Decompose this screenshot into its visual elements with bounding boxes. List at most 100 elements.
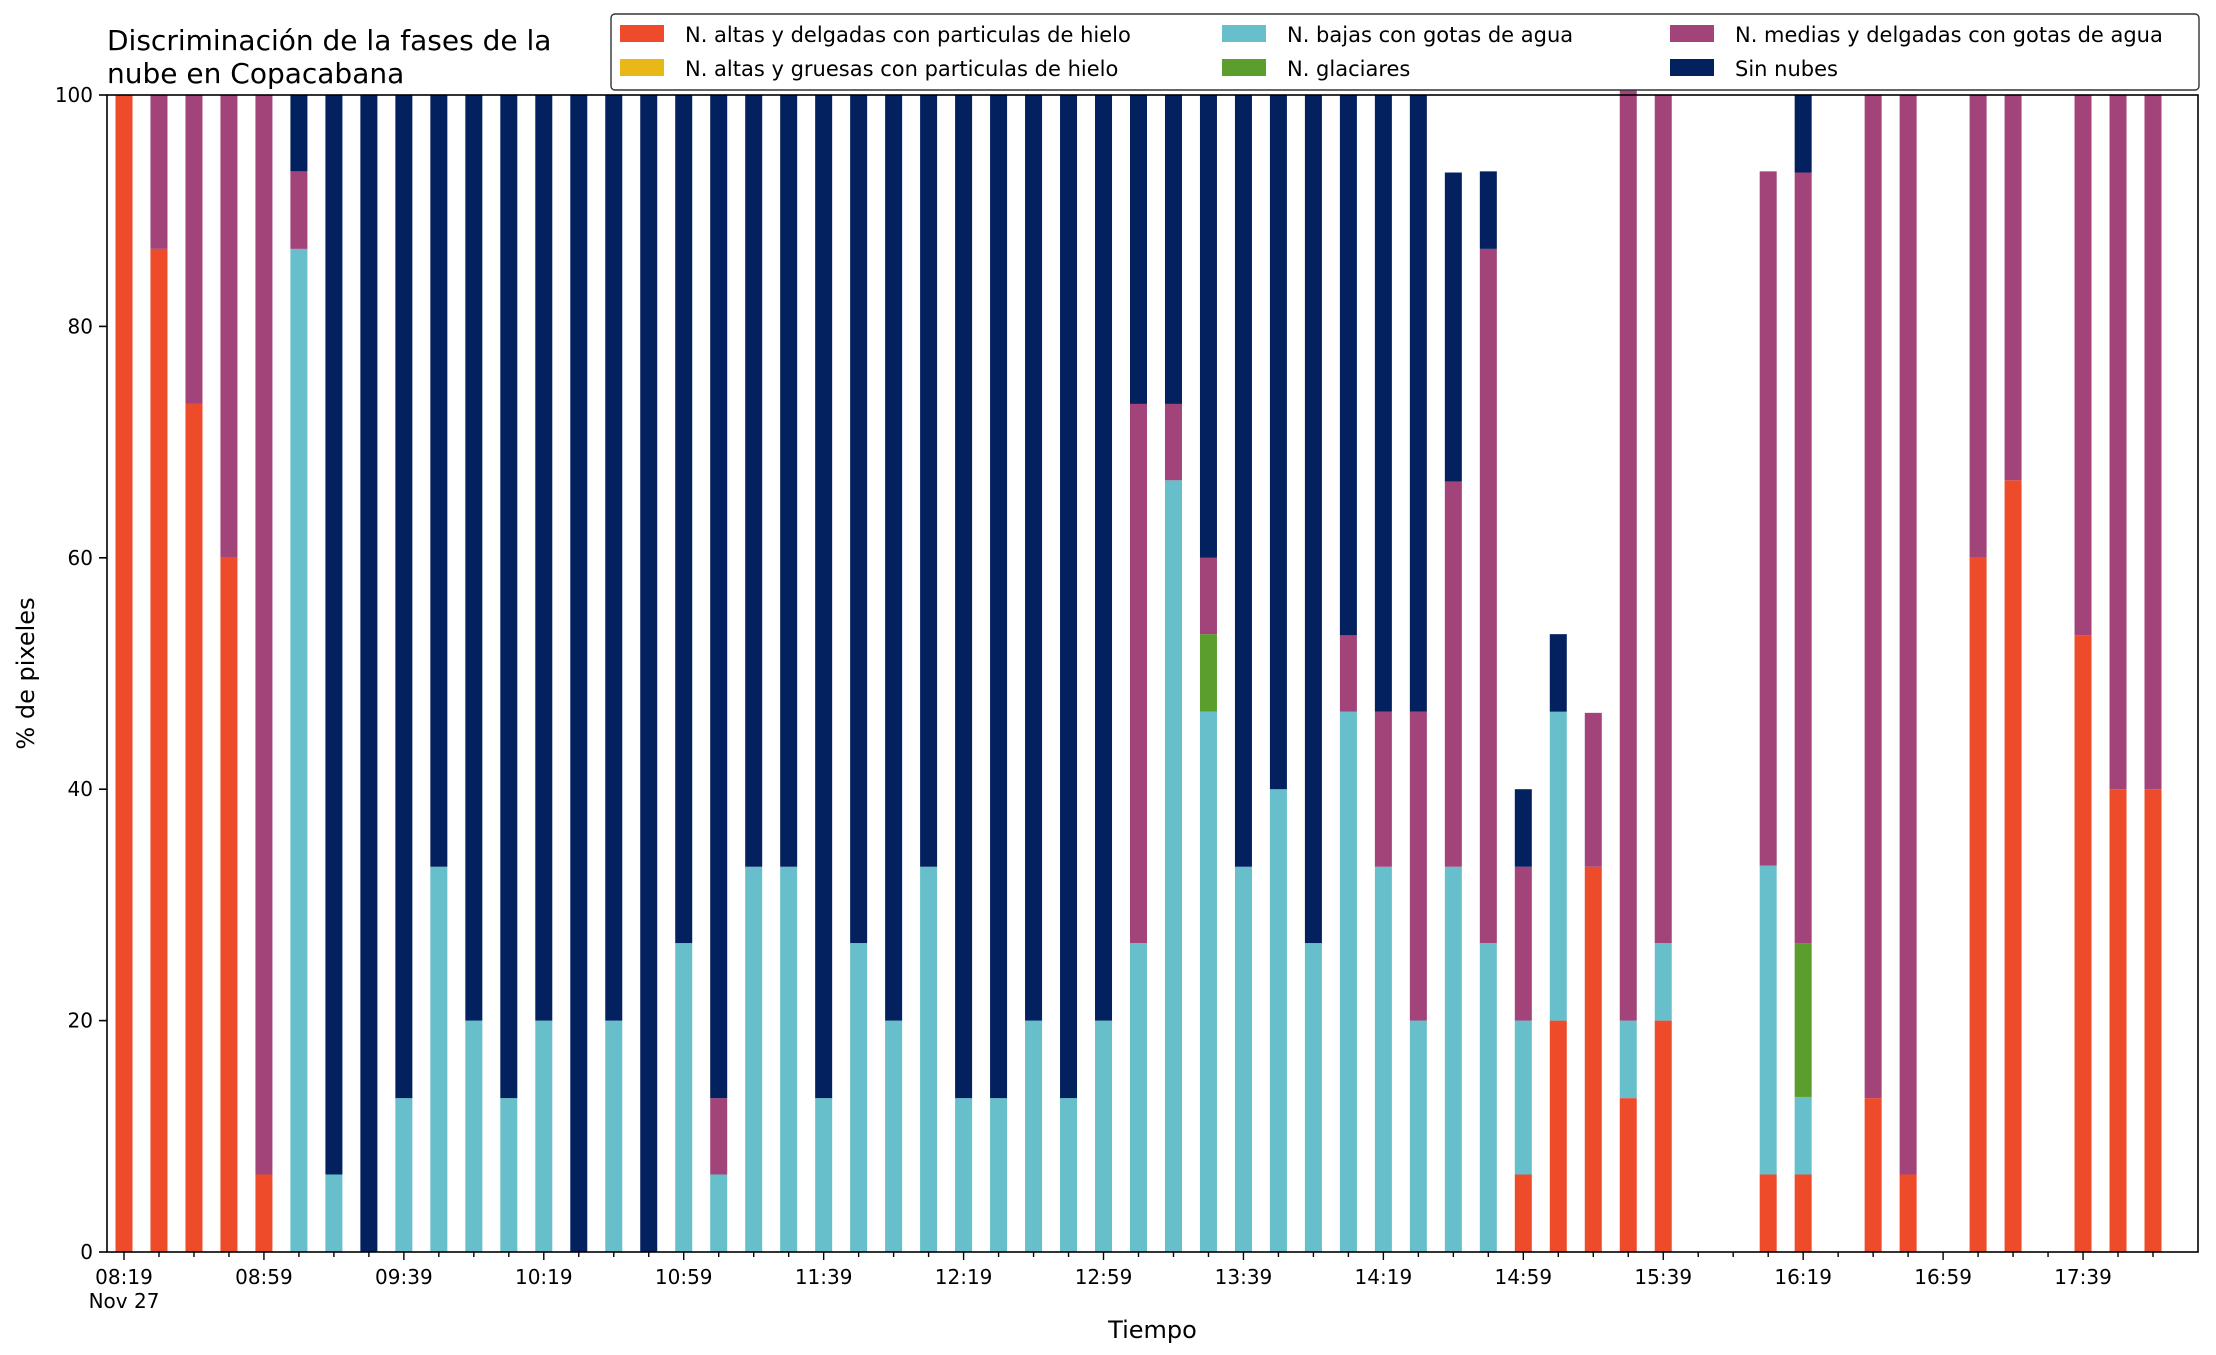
bar-segment bbox=[850, 95, 868, 944]
x-axis-label: Tiempo bbox=[1107, 1316, 1197, 1344]
bar-segment bbox=[710, 1174, 728, 1252]
x-tick-label: 14:59 bbox=[1494, 1265, 1552, 1289]
legend-label: N. altas y delgadas con particulas de hi… bbox=[685, 23, 1131, 47]
bar-segment bbox=[2004, 95, 2022, 481]
bar-segment bbox=[1095, 1020, 1113, 1252]
x-tick-label: 13:39 bbox=[1215, 1265, 1273, 1289]
bar-segment bbox=[1304, 95, 1322, 944]
bar-segment bbox=[325, 1174, 343, 1252]
bar-segment bbox=[1794, 1096, 1812, 1175]
bar-segment bbox=[1514, 789, 1532, 867]
bar-segment bbox=[1584, 712, 1602, 867]
bar-segment bbox=[1759, 171, 1777, 866]
bar-segment bbox=[1199, 557, 1217, 635]
bar-segment bbox=[1374, 711, 1392, 867]
bar-segment bbox=[500, 1098, 518, 1252]
bar-segment bbox=[1864, 1098, 1882, 1252]
bar-segment bbox=[1164, 403, 1182, 481]
bar-segment bbox=[325, 95, 343, 1175]
bar-segment bbox=[1864, 95, 1882, 1099]
bar-segment bbox=[430, 866, 448, 1252]
bar-segment bbox=[1374, 95, 1392, 712]
y-axis-label: % de pixeles bbox=[12, 597, 40, 749]
bar-segment bbox=[955, 95, 973, 1099]
bar-segment bbox=[1549, 711, 1567, 1021]
bar-segment bbox=[395, 1098, 413, 1252]
bar-segment bbox=[1130, 943, 1147, 1252]
x-tick-label: 10:59 bbox=[655, 1265, 713, 1289]
x-tick-label: 09:39 bbox=[375, 1265, 433, 1289]
x-tick-label: 14:19 bbox=[1355, 1265, 1413, 1289]
bar-segment bbox=[185, 403, 203, 1252]
bar-segment bbox=[780, 95, 798, 867]
x-tick-label: 16:19 bbox=[1774, 1265, 1832, 1289]
bar-segment bbox=[1794, 172, 1812, 944]
bar-segment bbox=[2144, 789, 2162, 1252]
bar-segment bbox=[430, 95, 448, 867]
bar-segment bbox=[1339, 711, 1357, 1252]
bar-segment bbox=[1234, 866, 1252, 1252]
bar-segment bbox=[1794, 95, 1812, 173]
bar-segment bbox=[745, 866, 763, 1252]
bar-segment bbox=[2109, 789, 2127, 1252]
bar-segment bbox=[1549, 1020, 1567, 1252]
bar-segment bbox=[885, 95, 903, 1021]
bar-segment bbox=[150, 95, 168, 249]
bar-segment bbox=[1164, 95, 1182, 404]
legend-label: N. glaciares bbox=[1287, 57, 1410, 81]
x-axis: 08:19 Nov 27 08:59 09:39 10:19 10:59 11:39 12:1… bbox=[89, 1252, 2154, 1313]
bar-segment bbox=[1479, 248, 1497, 944]
bar-segment bbox=[920, 866, 938, 1252]
x-tick-label: 12:59 bbox=[1075, 1265, 1133, 1289]
bar-segment bbox=[1759, 1174, 1777, 1252]
bar-segment bbox=[535, 1020, 553, 1252]
bar-segment bbox=[570, 95, 588, 1252]
bar-segment bbox=[1794, 943, 1812, 1097]
bar-segment bbox=[500, 95, 518, 1099]
bar-segment bbox=[955, 1098, 973, 1252]
bar-segment bbox=[850, 943, 868, 1252]
bar-segment bbox=[1479, 943, 1497, 1252]
bar-segment bbox=[465, 95, 483, 1021]
x-tick-label: 15:39 bbox=[1634, 1265, 1692, 1289]
x-tick-label: 10:19 bbox=[515, 1265, 573, 1289]
bar-segment bbox=[2144, 95, 2162, 790]
bar-segment bbox=[2074, 635, 2092, 1252]
bar-segment bbox=[1514, 866, 1532, 1021]
bar-segment bbox=[1130, 95, 1147, 404]
x-tick-label: 11:39 bbox=[795, 1265, 853, 1289]
legend-label: N. altas y gruesas con particulas de hie… bbox=[685, 57, 1118, 81]
bars-group bbox=[115, 17, 2162, 1252]
bar-segment bbox=[1130, 403, 1147, 944]
bar-segment bbox=[1654, 943, 1672, 1021]
chart-title: Discriminación de la fases de la nube en … bbox=[107, 24, 551, 90]
bar-segment bbox=[1234, 95, 1252, 867]
bar-segment bbox=[185, 95, 203, 404]
x-tick-label: 12:19 bbox=[935, 1265, 993, 1289]
y-tick-label: 60 bbox=[68, 546, 93, 570]
bar-segment bbox=[1794, 1174, 1812, 1252]
x-tick-label: 08:19 Nov 27 bbox=[89, 1265, 160, 1313]
x-tick-label: 08:59 bbox=[235, 1265, 293, 1289]
bar-segment bbox=[1899, 1174, 1917, 1252]
bar-segment bbox=[1584, 866, 1602, 1252]
bar-segment bbox=[920, 95, 938, 867]
bar-segment bbox=[465, 1020, 483, 1252]
plot-frame bbox=[106, 94, 2199, 1253]
y-tick-label: 80 bbox=[68, 314, 93, 338]
bar-segment bbox=[290, 248, 308, 1252]
bar-segment bbox=[710, 95, 728, 1099]
bar-segment bbox=[1304, 943, 1322, 1252]
bar-segment bbox=[1619, 1020, 1637, 1099]
bar-segment bbox=[1969, 557, 1987, 1252]
y-tick-label: 0 bbox=[80, 1240, 93, 1264]
y-tick-label: 20 bbox=[68, 1009, 93, 1033]
bar-segment bbox=[605, 95, 623, 1021]
bar-segment bbox=[1619, 17, 1637, 1021]
bar-segment bbox=[1339, 635, 1357, 712]
bar-segment bbox=[1095, 95, 1113, 1021]
bar-segment bbox=[535, 95, 553, 1021]
x-tick-label: 16:59 bbox=[1914, 1265, 1972, 1289]
